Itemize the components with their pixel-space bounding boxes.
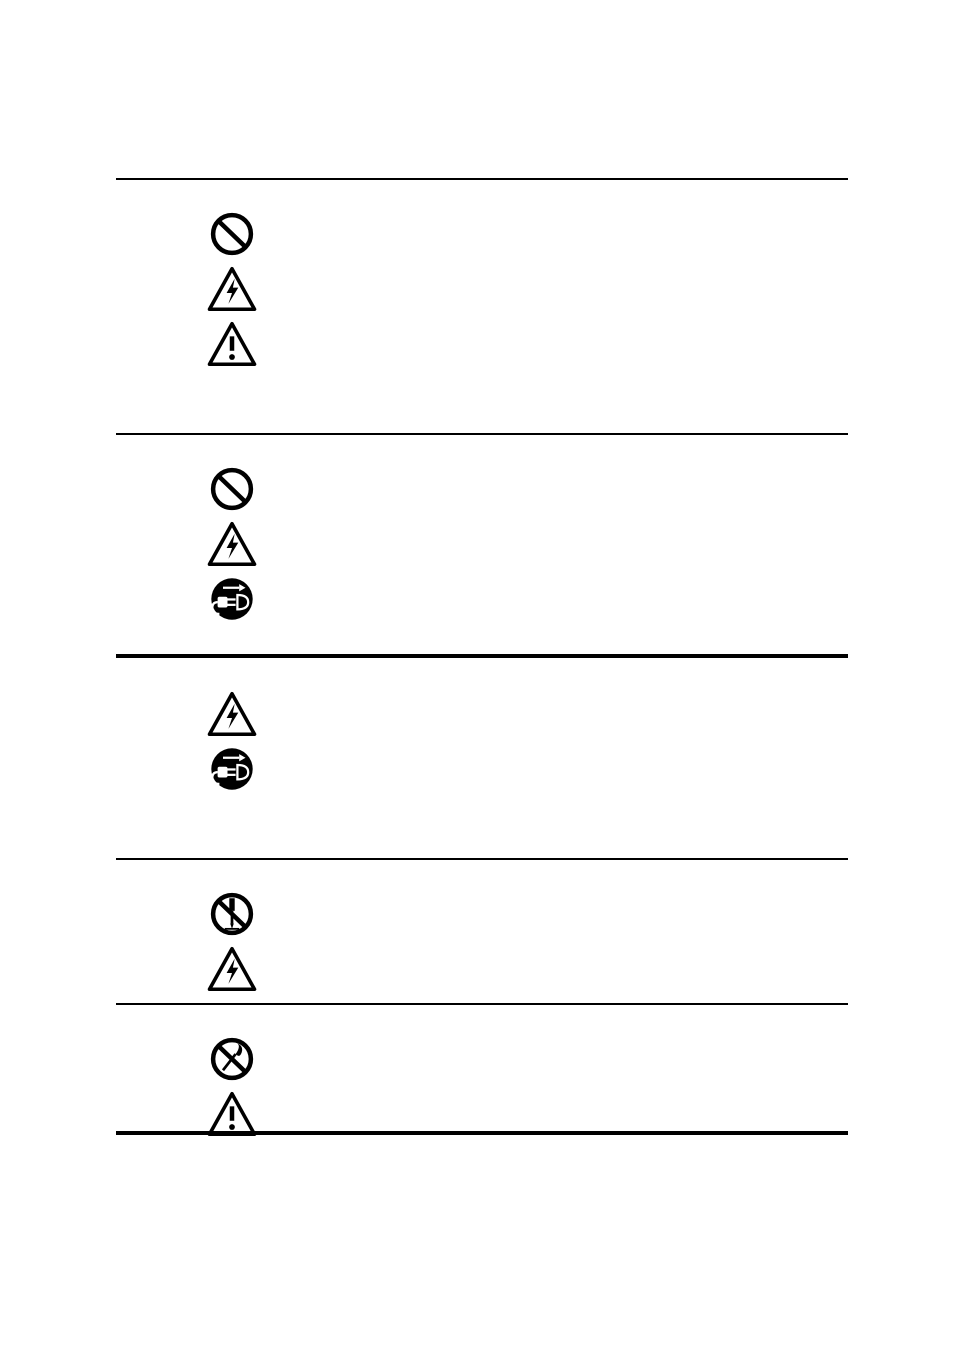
section-5 — [116, 1017, 848, 1155]
prohibition-icon — [202, 461, 262, 516]
shock-warning-icon — [202, 261, 262, 316]
icon-column — [202, 886, 848, 996]
unplug-icon — [202, 571, 262, 626]
divider — [116, 654, 848, 658]
divider — [116, 858, 848, 860]
prohibition-icon — [202, 206, 262, 261]
section-1 — [116, 192, 848, 385]
divider — [116, 178, 848, 180]
caution-warning-icon — [202, 1086, 262, 1141]
shock-warning-icon — [202, 516, 262, 571]
no-disassemble-icon — [202, 886, 262, 941]
divider — [116, 433, 848, 435]
shock-warning-icon — [202, 941, 262, 996]
no-fire-icon — [202, 1031, 262, 1086]
section-4 — [116, 872, 848, 1010]
icon-column — [202, 206, 848, 371]
icon-column — [202, 461, 848, 626]
section-2 — [116, 447, 848, 640]
caution-warning-icon — [202, 316, 262, 371]
unplug-icon — [202, 741, 262, 796]
shock-warning-icon — [202, 686, 262, 741]
section-3 — [116, 672, 848, 810]
icon-column — [202, 686, 848, 796]
icon-column — [202, 1031, 848, 1141]
